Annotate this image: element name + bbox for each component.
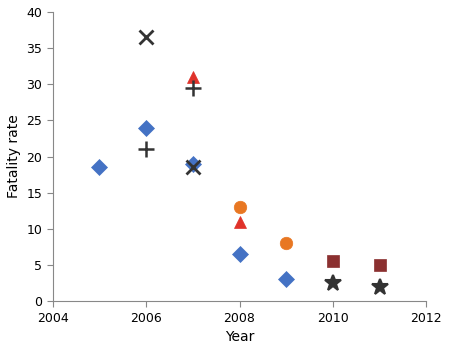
X-axis label: Year: Year	[225, 330, 254, 344]
Y-axis label: Fatality rate: Fatality rate	[7, 115, 21, 198]
